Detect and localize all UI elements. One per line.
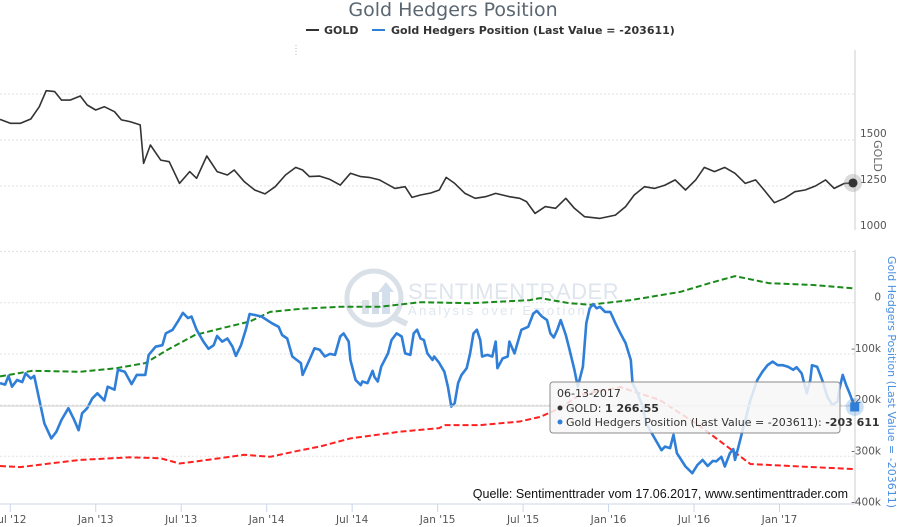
tooltip-hedgers-row: Gold Hedgers Position (Last Value = -203… — [566, 416, 880, 429]
tooltip-hedgers-value: -203 611 — [825, 416, 879, 429]
tooltip-hedgers-bullet — [557, 419, 563, 425]
tooltip-gold-row: GOLD: 1 266.55 — [566, 402, 659, 415]
x-tick-label: Jul '16 — [677, 514, 711, 526]
source-caption: Quelle: Sentimenttrader vom 17.06.2017, … — [473, 487, 848, 501]
top-y-tick-label: 1250 — [860, 174, 887, 186]
x-tick-label: Jan '13 — [77, 514, 114, 526]
series-line-gold-hedgers-position[interactable] — [0, 302, 856, 475]
series-line-gold[interactable] — [0, 89, 854, 220]
top-y-tick-label: 1000 — [860, 220, 887, 232]
watermark-bar — [372, 292, 379, 314]
legend-item-hedgers[interactable]: Gold Hedgers Position (Last Value = -203… — [372, 24, 675, 37]
axis-ticks: Jul '12 Jan '13 Jul '13 Jan '14 Jul '14 Jan '… — [0, 128, 887, 526]
bottom-y-axis-title: Gold Hedgers Position (Last Value = -203… — [885, 256, 898, 508]
x-tick-label: Jan '16 — [590, 514, 627, 526]
x-tick-label: Jul '13 — [164, 514, 197, 526]
x-tick-label: Jul '15 — [506, 514, 539, 526]
watermark-arrow-icon — [378, 282, 394, 314]
x-tick-label: Jul '14 — [335, 514, 369, 526]
top-y-tick-label: 1500 — [860, 128, 887, 140]
watermark-tagline: Analysis over Emotion — [408, 303, 587, 318]
tooltip-gold-value: 1 266.55 — [605, 402, 659, 415]
x-tick-label: Jan '17 — [761, 514, 798, 526]
bottom-y-tick-label: 0 — [874, 292, 881, 304]
gold-last-point-marker[interactable] — [843, 173, 862, 192]
hedgers-last-point-marker[interactable] — [845, 397, 864, 416]
series-line-upper-band — [0, 275, 855, 378]
watermark-handle — [391, 314, 409, 327]
watermark-logo: SENTIMENTRADER Analysis over Emotion — [344, 268, 619, 328]
x-tick-label: Jul '12 — [0, 514, 26, 526]
bottom-y-tick-label: -300k — [851, 445, 882, 457]
chart-title: Gold Hedgers Position — [348, 0, 557, 21]
tooltip-date: 06-13-2017 — [557, 387, 621, 400]
source-background — [474, 484, 852, 501]
watermark-magnifier-icon — [344, 268, 404, 328]
legend-item-gold[interactable]: GOLD — [306, 24, 359, 37]
bottom-y-tick-label: -100k — [851, 343, 882, 355]
legend-hedgers-label: Gold Hedgers Position (Last Value = -203… — [391, 24, 675, 37]
bottom-y-tick-label: -400k — [851, 497, 882, 509]
legend: GOLD Gold Hedgers Position (Last Value =… — [306, 24, 675, 37]
watermark-brand: SENTIMENTRADER — [408, 279, 619, 304]
x-tick-label: Jan '15 — [419, 514, 456, 526]
x-tick-label: Jan '14 — [248, 514, 285, 526]
tooltip-gold-bullet — [557, 405, 563, 411]
legend-gold-label: GOLD — [324, 24, 359, 37]
tooltip-gold-label: GOLD: — [566, 402, 605, 415]
tooltip: 06-13-2017 GOLD: 1 266.55 Gold Hedgers P… — [549, 381, 880, 434]
tooltip-hedgers-label: Gold Hedgers Position (Last Value = -203… — [566, 416, 825, 429]
top-y-axis-title: GOLD — [871, 140, 884, 172]
